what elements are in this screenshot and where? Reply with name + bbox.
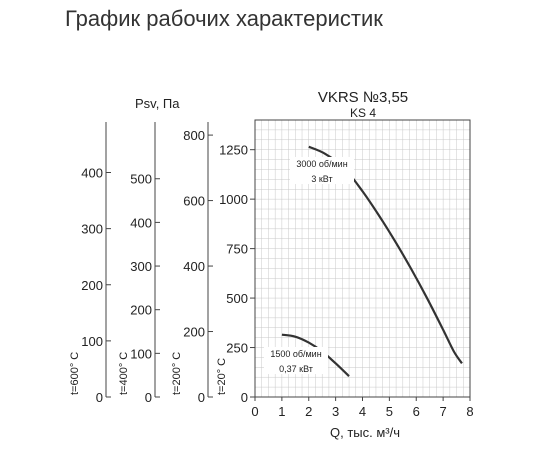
pressure-scale-label: t=600° C (69, 352, 81, 395)
pressure-scale-tick-label: 600 (183, 194, 205, 209)
pressure-scale-tick-label: 300 (81, 222, 103, 237)
chart-subtitle: KS 4 (350, 106, 376, 120)
series-label: 1500 об/мин (270, 349, 321, 359)
pressure-scale-tick-label: 100 (130, 346, 152, 361)
x-tick-label: 6 (413, 404, 420, 419)
x-tick-label: 3 (332, 404, 339, 419)
series-label-background (290, 157, 354, 184)
x-tick-label: 7 (440, 404, 447, 419)
pressure-scale-tick-label: 800 (183, 128, 205, 143)
pressure-scale-tick-label: 300 (130, 259, 152, 274)
pressure-scale-tick-label: 200 (183, 325, 205, 340)
x-tick-label: 4 (359, 404, 366, 419)
x-axis-label: Q, тыс. м³/ч (330, 425, 400, 440)
x-tick-label: 1 (278, 404, 285, 419)
x-tick-label: 0 (251, 404, 258, 419)
x-tick-label: 2 (305, 404, 312, 419)
series-label: 3000 об/мин (296, 159, 347, 169)
y-tick-label: 0 (241, 390, 248, 405)
pressure-scale-tick-label: 200 (81, 278, 103, 293)
series-label-power: 0,37 кВт (279, 364, 313, 374)
chart-title: VKRS №3,55 (318, 89, 408, 106)
page-title: График рабочих характеристик (65, 6, 383, 31)
y-tick-label: 1250 (219, 143, 248, 158)
pressure-scale-tick-label: 0 (96, 390, 103, 405)
series-label-background (264, 347, 328, 374)
pressure-scale-tick-label: 400 (183, 259, 205, 274)
x-tick-label: 8 (466, 404, 473, 419)
pressure-scale-tick-label: 400 (130, 215, 152, 230)
pressure-scale-tick-label: 400 (81, 166, 103, 181)
y-tick-label: 750 (226, 242, 248, 257)
series-1500-rpm-curve (281, 333, 350, 378)
pressure-scale-tick-label: 0 (145, 390, 152, 405)
y-tick-label: 1000 (219, 192, 248, 207)
pressure-scale-label: t=400° C (118, 352, 130, 395)
pressure-units-label: Psv, Па (135, 96, 180, 111)
main-axis-label: t=20° C (216, 358, 228, 395)
y-tick-label: 250 (226, 341, 248, 356)
pressure-scale-tick-label: 200 (130, 303, 152, 318)
y-tick-label: 500 (226, 291, 248, 306)
pressure-scale-tick-label: 500 (130, 172, 152, 187)
pressure-scale-label: t=200° C (171, 352, 183, 395)
series-label-power: 3 кВт (311, 174, 332, 184)
pressure-scale-tick-label: 0 (198, 390, 205, 405)
pressure-scale-tick-label: 100 (81, 334, 103, 349)
x-tick-label: 5 (386, 404, 393, 419)
